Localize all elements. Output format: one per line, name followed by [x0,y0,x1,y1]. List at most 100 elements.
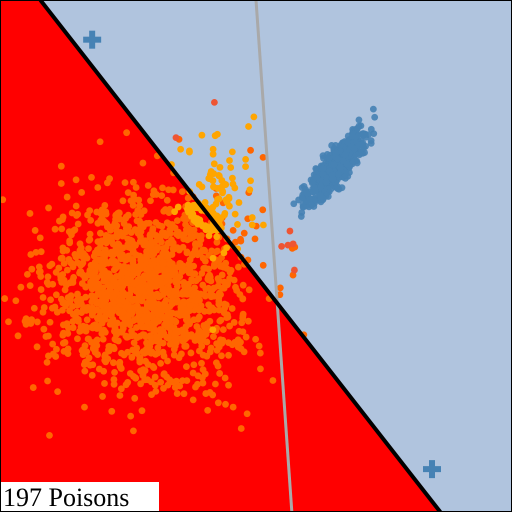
orange-point [169,186,177,194]
orange-point [53,345,60,353]
orange-point [217,262,224,270]
orange-point [76,240,84,248]
orange-point [84,335,92,343]
orange-point [226,268,234,276]
orange-point [276,284,284,292]
orange-point [225,339,232,346]
orange-point [123,129,131,137]
orange-point [60,260,68,267]
orange-point [63,266,71,274]
blue-point [311,174,319,181]
orange-point [100,367,108,375]
orange-point [215,306,223,314]
orange-point [183,248,191,256]
orange-point [155,221,163,229]
orange-point [101,328,109,336]
orange-point [122,332,130,340]
orange-point [178,188,186,195]
orange-point [43,279,51,286]
orange-point [182,289,190,297]
orange-point [114,240,122,248]
orange-point [106,175,113,183]
orange-point [124,189,132,197]
orange-point [128,332,136,340]
poison-point [209,254,217,262]
orange-point [219,336,227,344]
orange-point [221,300,228,308]
orange-point [93,208,101,216]
orange-point [99,314,107,322]
orange-point [213,238,221,246]
orange-point [259,206,267,214]
orange-point [132,316,140,323]
orange-point [44,377,51,385]
poison-point [259,221,267,229]
centroid-bar-v [89,30,96,49]
blue-point [344,138,351,146]
orange-point [225,381,232,389]
orange-point [116,215,124,223]
orange-point [58,278,66,286]
orange-point [183,377,191,385]
orange-point [102,210,110,218]
poison-point [195,181,203,188]
orange-point [188,276,196,283]
orange-point [32,248,40,256]
orange-point [159,291,167,298]
orange-point [49,350,57,358]
orange-point [72,313,80,320]
blue-point [343,160,351,168]
orange-point [259,261,267,269]
orange-point [225,351,232,359]
orange-point [164,357,171,365]
poison-point [209,150,217,158]
orange-point [160,207,168,215]
orange-point [206,317,214,325]
blue-point [317,183,325,191]
orange-point [118,327,126,335]
orange-point [117,385,125,393]
orange-point [30,304,38,312]
orange-point [85,245,92,253]
orange-point [256,349,264,357]
poison-point [235,199,243,206]
orange-point [220,309,228,317]
orange-point [46,262,54,270]
orange-point [152,350,159,358]
orange-point [64,324,72,332]
orange-point [131,394,139,402]
orange-point [157,359,165,367]
orange-point [81,403,88,411]
orange-point [84,211,91,219]
orange-point [112,259,120,267]
orange-point [205,307,213,315]
orange-point [85,236,93,244]
orange-point [74,210,82,218]
orange-point [58,254,66,262]
orange-point [109,359,117,367]
orange-point [218,352,225,360]
centroid-marker-orange [83,30,102,49]
orange-point [259,153,267,161]
orange-point [37,286,45,293]
orange-point [107,226,114,234]
orange-point [81,325,89,333]
poison-point [242,163,249,171]
orange-point [213,346,221,354]
blue-point [322,178,330,186]
orange-point [234,263,242,271]
orange-point [229,403,237,411]
orange-point [81,342,89,350]
orange-point [193,323,201,330]
orange-point [168,236,175,244]
orange-point [136,356,144,364]
orange-point [136,202,144,210]
orange-point [235,327,243,335]
orange-point [94,184,102,191]
orange-point [185,319,193,327]
orange-point [184,224,192,232]
orange-point [81,359,89,366]
orange-point [86,230,94,238]
blue-point [328,171,336,179]
